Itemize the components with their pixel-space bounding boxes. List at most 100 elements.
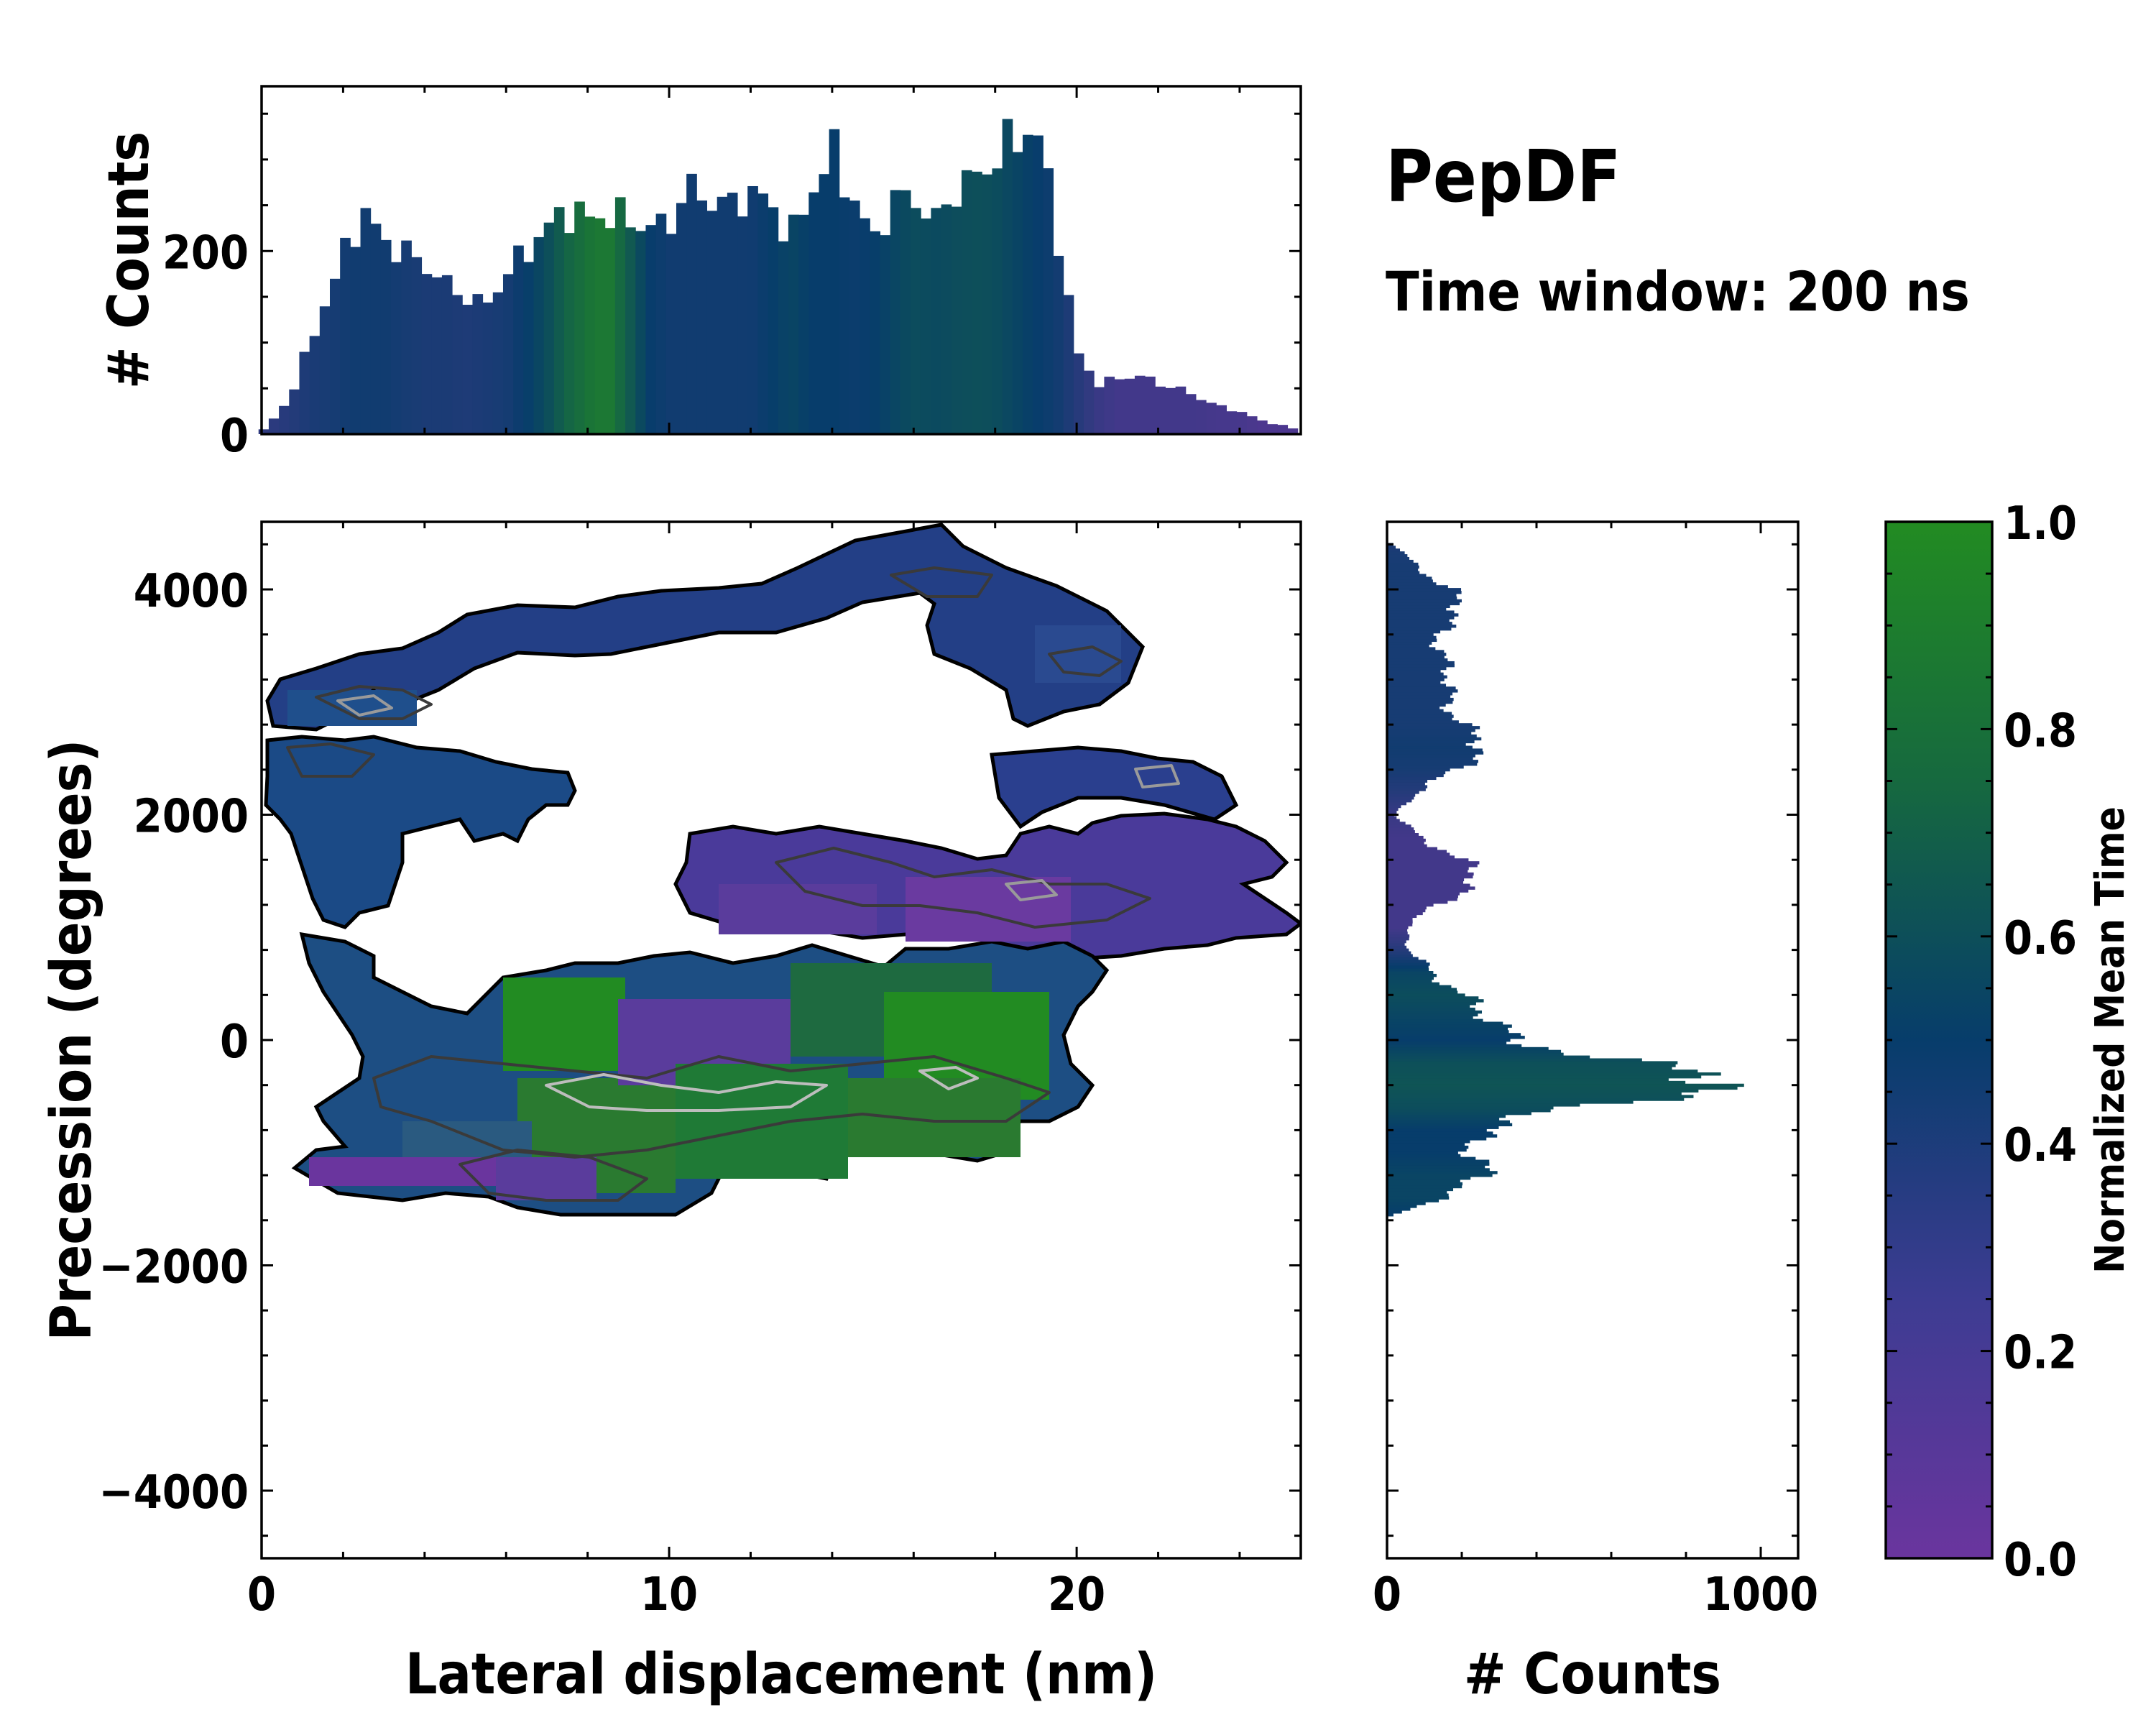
right-histogram-bar <box>1387 729 1475 732</box>
right-histogram-bar <box>1387 582 1437 586</box>
right-histogram-bar <box>1387 1041 1507 1045</box>
right-histogram-bar <box>1387 788 1426 791</box>
right-histogram-bar <box>1387 1123 1513 1127</box>
right-histogram-bar <box>1387 883 1470 887</box>
right-histogram-bar <box>1387 1086 1738 1090</box>
top-histogram-bar <box>768 207 779 434</box>
right-histogram-bar <box>1387 579 1433 583</box>
colorbar-tick-label: 0.6 <box>2004 912 2077 965</box>
right-histogram: 0 1000 # Counts <box>1373 520 1818 1707</box>
right-histogram-bar <box>1387 757 1473 760</box>
right-histogram-bar <box>1387 1193 1449 1197</box>
right-histogram-bar <box>1387 985 1452 989</box>
colorbar-label: Normalized Mean Time <box>2087 806 2134 1274</box>
right-histogram-bar <box>1387 591 1462 594</box>
contour-lines <box>286 566 1180 1202</box>
x-tick-label: 10 <box>640 1568 698 1622</box>
right-histogram-bar <box>1387 1182 1463 1186</box>
right-histogram-bar <box>1387 554 1408 558</box>
right-histogram-bar <box>1387 731 1472 735</box>
top-histogram-bar <box>523 262 535 434</box>
top-histogram-bar <box>564 233 575 434</box>
right-histogram-bar <box>1387 675 1447 678</box>
top-histogram-bar <box>655 213 667 434</box>
right-histogram-bar <box>1387 957 1419 960</box>
right-histogram-bar <box>1387 954 1413 957</box>
right-histogram-bar <box>1387 714 1454 718</box>
top-histogram-bar <box>1267 424 1278 434</box>
right-histogram-bar <box>1387 847 1438 851</box>
top-histogram-bar <box>1124 378 1135 434</box>
right-histogram-bar <box>1387 1007 1475 1011</box>
top-histogram-bar <box>951 206 962 434</box>
right-histogram-bar <box>1387 816 1397 819</box>
right-histogram-bar <box>1387 559 1414 564</box>
top-histogram-bar <box>870 231 881 434</box>
right-histogram-bar <box>1387 976 1434 980</box>
top-histogram-bar <box>309 336 321 434</box>
right-histogram-bar <box>1387 858 1469 862</box>
right-histogram-bar <box>1387 1075 1702 1079</box>
right-histogram-bar <box>1387 619 1450 622</box>
top-histogram-bar <box>1236 412 1248 434</box>
right-histogram-bar <box>1387 794 1416 797</box>
right-histogram-bar <box>1387 982 1439 986</box>
right-histogram-bar <box>1387 1114 1506 1118</box>
right-histogram-bar <box>1387 1202 1426 1205</box>
right-histogram-bar <box>1387 901 1448 904</box>
right-histogram-bar <box>1387 903 1434 907</box>
right-histogram-bar <box>1387 960 1427 963</box>
colorbar-tick-label: 0.0 <box>2004 1534 2077 1587</box>
right-histogram-bar <box>1387 852 1450 856</box>
contour-dark-2 <box>459 1149 648 1202</box>
top-histogram-bar <box>1114 379 1125 434</box>
right-histogram-bar <box>1387 709 1444 712</box>
top-histogram-bar <box>1195 400 1207 434</box>
top-histogram-bar <box>289 389 300 434</box>
right-histogram-bar <box>1387 1140 1470 1144</box>
right-histogram-bar <box>1387 1196 1450 1200</box>
right-histogram-bar <box>1387 1089 1699 1092</box>
top-histogram-bar <box>1246 416 1258 434</box>
right-x-tick-label: 1000 <box>1703 1568 1818 1622</box>
top-histogram-bar <box>911 208 921 434</box>
right-histogram-bar <box>1387 1033 1521 1036</box>
right-histogram-bar <box>1387 1184 1462 1189</box>
region-upper-arch <box>265 523 1145 732</box>
top-histogram-bar <box>665 234 677 434</box>
top-histogram-bar <box>808 192 819 434</box>
region-right-blue-lobe <box>990 745 1239 829</box>
right-histogram-bar <box>1387 861 1480 865</box>
right-histogram-bar <box>1387 576 1432 580</box>
right-histogram-bar <box>1387 824 1411 828</box>
right-histogram-bar <box>1387 1002 1476 1006</box>
right-histogram-bars <box>1387 543 1744 1217</box>
right-histogram-bar <box>1387 785 1428 788</box>
colorbar-tick-label: 0.2 <box>2004 1327 2077 1380</box>
top-histogram-bar <box>819 174 830 434</box>
right-histogram-bar <box>1387 869 1468 873</box>
right-histogram-bar <box>1387 1013 1478 1017</box>
right-histogram-bar <box>1387 551 1405 555</box>
top-histogram-bar <box>574 201 585 434</box>
right-histogram-bar <box>1387 748 1483 752</box>
top-histogram-bar <box>472 294 484 434</box>
right-histogram-bar <box>1387 875 1473 879</box>
top-histogram-bar <box>513 245 524 434</box>
right-histogram-bar <box>1387 625 1457 628</box>
right-histogram-bar <box>1387 1199 1439 1202</box>
right-histogram-bar <box>1387 712 1452 715</box>
right-histogram-bar <box>1387 616 1455 620</box>
right-histogram-bar <box>1387 906 1427 910</box>
right-histogram-bar <box>1387 937 1409 941</box>
right-histogram-bar <box>1387 934 1410 938</box>
top-histogram-bar <box>757 193 769 434</box>
right-histogram-bar <box>1387 1072 1721 1076</box>
right-histogram-bar <box>1387 835 1424 840</box>
top-histogram-bar <box>431 277 443 434</box>
right-histogram-bar <box>1387 745 1473 749</box>
top-histogram-bar <box>706 211 718 434</box>
right-histogram-bar <box>1387 1177 1471 1180</box>
right-histogram-bar <box>1387 678 1445 681</box>
right-histogram-bar <box>1387 1005 1470 1008</box>
